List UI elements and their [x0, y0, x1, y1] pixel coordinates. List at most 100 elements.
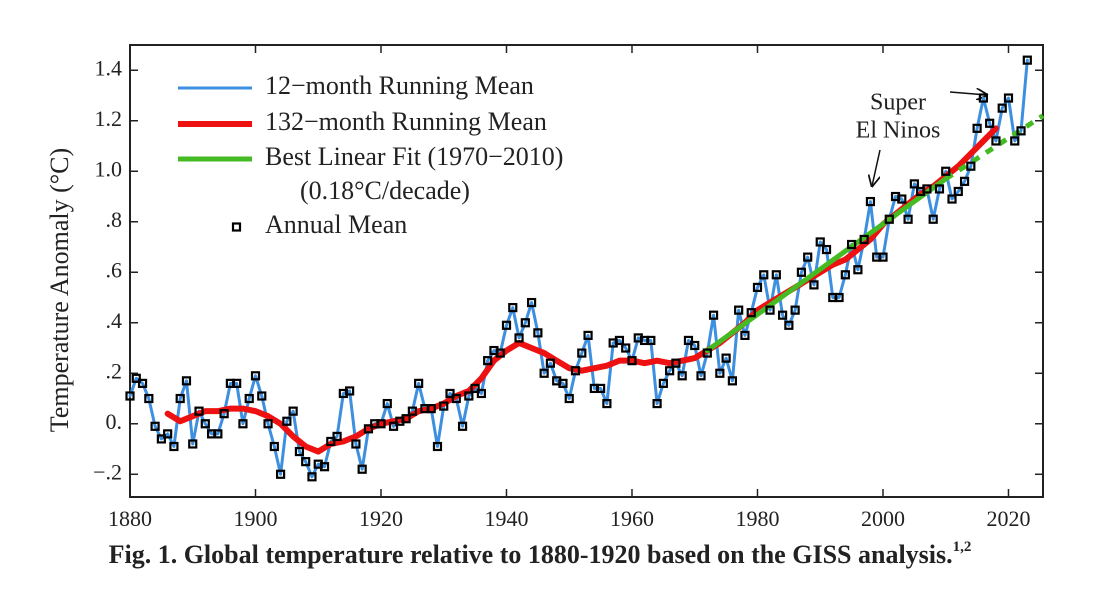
annual-mean-marker — [765, 305, 775, 315]
annual-mean-marker — [690, 340, 700, 351]
annual-mean-marker — [966, 161, 976, 171]
annual-mean-marker — [928, 214, 938, 224]
x-tick-label: 1880 — [108, 506, 152, 531]
annual-mean-marker — [727, 376, 737, 386]
annual-mean-marker — [520, 318, 530, 328]
x-tick-label: 1940 — [484, 506, 528, 531]
annual-mean-marker — [953, 186, 963, 197]
annual-mean-marker — [194, 406, 204, 416]
annual-mean-marker — [583, 330, 593, 340]
legend-note: (0.18°C/decade) — [300, 176, 470, 205]
caption-sup: 1,2 — [953, 539, 972, 555]
annual-mean-marker — [821, 244, 832, 255]
annotation: El Ninos — [856, 118, 941, 144]
annual-mean-marker — [740, 330, 750, 340]
annual-mean-marker — [263, 419, 273, 429]
annual-mean-marker — [771, 270, 781, 280]
annual-mean-marker — [909, 179, 919, 189]
annual-mean-marker — [533, 328, 543, 338]
annual-mean-marker — [351, 439, 361, 449]
y-tick-label: 1.0 — [95, 156, 123, 181]
annual-mean-marker — [169, 441, 179, 452]
annual-mean-marker — [476, 388, 486, 399]
legend-label: Annual Mean — [265, 210, 407, 239]
annual-mean-marker — [614, 335, 625, 346]
annual-mean-marker — [715, 368, 725, 378]
annual-mean-marker — [150, 421, 160, 431]
annual-mean-marker — [332, 431, 342, 441]
annual-mean-marker — [508, 303, 518, 313]
annual-mean-marker — [853, 265, 863, 275]
annual-mean-marker — [514, 333, 524, 343]
annual-mean-marker — [683, 335, 694, 346]
annual-mean-marker — [759, 270, 769, 280]
annual-mean-marker — [985, 118, 995, 128]
annual-mean-marker — [972, 123, 982, 133]
legend-label: 12−month Running Mean — [265, 71, 534, 100]
annotation-arrow — [872, 149, 881, 186]
annual-mean-marker — [934, 184, 945, 194]
annual-mean-marker — [708, 310, 719, 320]
annual-mean-marker — [721, 353, 731, 363]
annual-mean-marker — [834, 292, 844, 303]
x-tick-label: 2020 — [986, 506, 1030, 531]
annual-mean-marker — [646, 335, 656, 346]
annual-mean-marker — [301, 457, 311, 467]
x-tick-label: 1960 — [610, 506, 654, 531]
series-line — [128, 58, 1029, 479]
annual-mean-marker — [991, 136, 1001, 146]
annual-mean-marker — [401, 414, 411, 424]
annual-mean-marker — [840, 270, 850, 280]
annual-mean-marker — [219, 409, 229, 419]
annual-mean-marker — [959, 176, 970, 186]
annual-mean-marker — [483, 356, 493, 366]
x-tick-label: 1920 — [359, 506, 403, 531]
annual-mean-marker — [407, 406, 417, 416]
legend-label: 132−month Running Mean — [265, 107, 547, 136]
annual-mean-marker — [426, 404, 436, 414]
annual-mean-marker — [1003, 93, 1014, 103]
y-tick-label: 1.4 — [95, 55, 123, 80]
series-projection — [944, 113, 1045, 181]
annual-mean-marker — [137, 378, 148, 388]
annual-mean-marker — [658, 378, 668, 388]
annual-mean-marker — [175, 393, 185, 404]
legend-marker — [231, 222, 242, 232]
y-tick-label: .4 — [106, 308, 123, 333]
annual-mean-marker — [702, 348, 712, 358]
annual-mean-marker — [257, 391, 267, 401]
annual-mean-marker — [238, 419, 248, 429]
annual-mean-marker — [596, 383, 606, 394]
x-tick-label: 1980 — [735, 506, 779, 531]
annual-mean-marker — [144, 393, 154, 404]
annotation: Super — [870, 90, 926, 116]
series-line — [704, 176, 949, 354]
annual-mean-marker — [501, 320, 512, 330]
annual-mean-marker — [457, 421, 468, 431]
annual-mean-marker — [577, 348, 587, 358]
caption: Fig. 1. Global temperature relative to 1… — [109, 539, 972, 569]
annual-mean-marker — [545, 358, 556, 368]
annual-mean-marker — [752, 282, 763, 293]
annual-mean-marker — [213, 429, 223, 439]
annual-mean-marker — [382, 398, 392, 409]
annual-mean-marker — [1016, 126, 1026, 136]
annual-mean-marker — [414, 378, 424, 388]
annual-mean-marker — [865, 196, 876, 207]
annual-mean-marker — [288, 406, 298, 416]
annual-mean-marker — [652, 398, 662, 409]
annual-mean-marker — [294, 446, 305, 457]
annual-mean-marker — [539, 368, 549, 378]
annual-mean-marker — [997, 103, 1007, 113]
annual-mean-marker — [326, 436, 336, 447]
annual-mean-marker — [884, 214, 894, 224]
annual-mean-marker — [1010, 136, 1020, 146]
y-tick-label: 0. — [106, 409, 123, 434]
annual-mean-marker — [602, 398, 612, 409]
annual-mean-marker — [564, 393, 574, 404]
annual-mean-marker — [376, 419, 386, 429]
annual-mean-marker — [363, 424, 374, 434]
annual-mean-marker — [903, 214, 913, 224]
